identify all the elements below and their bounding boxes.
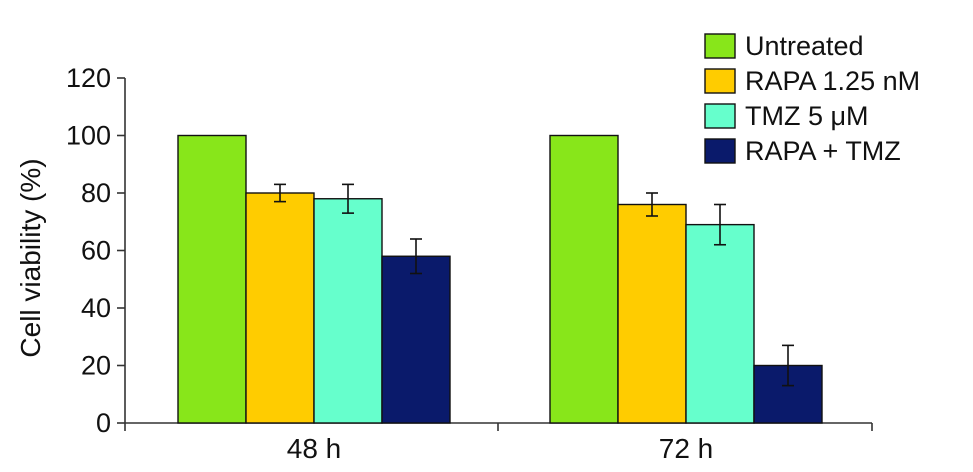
x-category-label: 72 h xyxy=(659,433,714,464)
bar xyxy=(685,223,755,424)
bar xyxy=(313,198,383,424)
x-category-label: 48 h xyxy=(287,433,342,464)
legend-swatch xyxy=(704,33,736,59)
bar xyxy=(549,134,619,424)
y-tick-label: 20 xyxy=(81,351,111,381)
legend-swatch xyxy=(704,103,736,129)
legend-label: Untreated xyxy=(745,31,864,61)
y-axis-label: Cell viability (%) xyxy=(15,158,46,357)
y-tick-label: 80 xyxy=(81,178,111,208)
bar xyxy=(381,255,451,424)
bar xyxy=(617,203,687,424)
bar xyxy=(245,192,315,424)
y-tick-label: 40 xyxy=(81,293,111,323)
y-tick-label: 60 xyxy=(81,236,111,266)
legend-swatch xyxy=(704,138,736,164)
y-tick-label: 0 xyxy=(96,408,111,438)
legend-swatch xyxy=(704,68,736,94)
legend: Untreated RAPA 1.25 nM TMZ 5 μM RAPA + TMZ xyxy=(704,31,920,166)
bars xyxy=(177,134,823,424)
legend-label: RAPA 1.25 nM xyxy=(745,66,920,96)
y-tick-label: 100 xyxy=(66,121,111,151)
legend-label: RAPA + TMZ xyxy=(745,136,901,166)
bar xyxy=(177,134,247,424)
y-tick-label: 120 xyxy=(66,63,111,93)
legend-label: TMZ 5 μM xyxy=(745,101,869,131)
